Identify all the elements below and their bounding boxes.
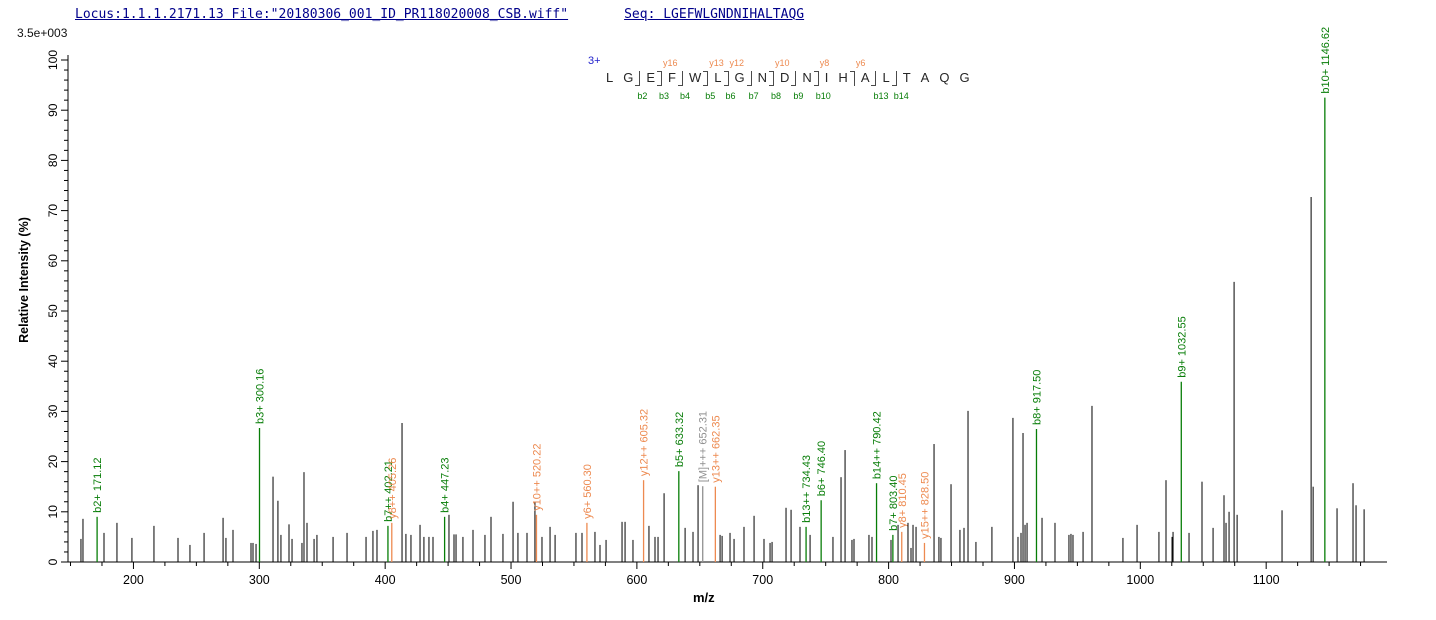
y-ion-map-label: y13 bbox=[709, 57, 724, 68]
b-ion-map-label: b9 bbox=[793, 90, 804, 101]
cleavage-divider: y16 b3 bbox=[657, 58, 678, 101]
x-tick-label: 1100 bbox=[1253, 573, 1280, 587]
b-ion-map-label: b3 bbox=[659, 90, 670, 101]
peak-label: [M]+++ 652.31 bbox=[698, 411, 710, 482]
y-ion-map-label: y10 bbox=[775, 57, 790, 68]
sequence-residue: Q bbox=[939, 70, 950, 85]
peak-label: b7+ 803.40 bbox=[888, 476, 900, 531]
b-ion-map-label: b4 bbox=[679, 90, 690, 101]
peak-label: b3+ 300.16 bbox=[255, 369, 267, 424]
y-axis-title: Relative Intensity (%) bbox=[17, 217, 31, 343]
peak-label: b7++ 402.21 bbox=[383, 460, 395, 522]
peak-label: y15++ 828.50 bbox=[919, 472, 931, 539]
y-tick-label: 100 bbox=[46, 50, 60, 70]
cleavage-divider: b9 bbox=[791, 70, 803, 101]
y-tick-label: 60 bbox=[46, 254, 60, 268]
y-tick-label: 20 bbox=[46, 455, 60, 469]
cleavage-divider: b13 bbox=[871, 70, 889, 101]
sequence-residue: D bbox=[780, 70, 790, 85]
b-ion-map-label: b7 bbox=[748, 90, 759, 101]
y-tick-label: 90 bbox=[46, 103, 60, 117]
y-ion-map-label: y8 bbox=[819, 57, 830, 68]
sequence-residue: I bbox=[824, 70, 829, 85]
intensity-scale-note: 3.5e+003 bbox=[17, 26, 68, 40]
peak-label: b8+ 917.50 bbox=[1031, 370, 1043, 425]
header-locus-file: Locus:1.1.1.2171.13 File:"20180306_001_I… bbox=[75, 7, 569, 22]
sequence-residue: G bbox=[734, 70, 745, 85]
x-tick-label: 600 bbox=[626, 573, 647, 587]
peak-label: b9+ 1032.55 bbox=[1176, 316, 1188, 377]
cleavage-divider: b2 bbox=[635, 70, 647, 101]
x-tick-label: 200 bbox=[123, 573, 144, 587]
x-tick-label: 900 bbox=[1004, 573, 1025, 587]
b-ion-map-label: b14 bbox=[893, 90, 909, 101]
peak-label: b10+ 1146.62 bbox=[1320, 27, 1332, 94]
y-tick-label: 40 bbox=[46, 354, 60, 368]
b-ion-map-label: b2 bbox=[637, 90, 648, 101]
x-axis-title: m/z bbox=[693, 590, 715, 605]
cleavage-divider: b14 bbox=[891, 70, 909, 101]
sequence-residue: G bbox=[623, 70, 634, 85]
header-sequence: Seq: LGEFWLGNDNIHALTAQG bbox=[624, 7, 805, 22]
sequence-residue: N bbox=[757, 70, 768, 85]
sequence-residue: E bbox=[646, 70, 656, 85]
peak-label: b6+ 746.40 bbox=[816, 441, 828, 496]
peak-label: b4+ 447.23 bbox=[440, 457, 452, 512]
peak-label: y13++ 662.35 bbox=[710, 415, 722, 482]
peak-label: y6+ 560.30 bbox=[582, 464, 594, 519]
peak-label: b14++ 790.42 bbox=[872, 411, 884, 479]
y-ion-map-label: y6 bbox=[855, 57, 866, 68]
sequence-residue: A bbox=[860, 70, 870, 85]
sequence-residue: T bbox=[902, 70, 911, 85]
peak-label: b5+ 633.32 bbox=[674, 412, 686, 467]
y-tick-label: 0 bbox=[46, 558, 60, 565]
sequence-residue: H bbox=[838, 70, 848, 85]
sequence-residue: L bbox=[882, 70, 890, 85]
sequence-residue: N bbox=[802, 70, 812, 85]
y-tick-label: 30 bbox=[46, 404, 60, 418]
cleavage-divider: y12 b6 bbox=[723, 58, 744, 101]
cleavage-divider: y6 bbox=[849, 58, 865, 86]
peak-label: y8++ 405.26 bbox=[387, 458, 399, 519]
cleavage-divider: y10 b8 bbox=[769, 58, 790, 101]
y-tick-label: 50 bbox=[46, 304, 60, 318]
y-tick-label: 10 bbox=[46, 505, 60, 519]
x-tick-label: 1000 bbox=[1126, 573, 1154, 587]
b-ion-map-label: b10 bbox=[815, 90, 831, 101]
sequence-residue: W bbox=[688, 70, 702, 85]
y-ion-map-label: y12 bbox=[729, 57, 745, 68]
cleavage-divider: b4 bbox=[677, 70, 690, 101]
x-tick-label: 400 bbox=[375, 573, 396, 587]
peak-label: y8+ 810.45 bbox=[897, 473, 909, 528]
sequence-residue: G bbox=[959, 70, 970, 85]
cleavage-divider: y13 b5 bbox=[703, 58, 724, 101]
sequence-residue: F bbox=[668, 70, 676, 85]
peak-label: y12++ 605.32 bbox=[639, 409, 651, 476]
y-tick-label: 80 bbox=[46, 153, 60, 167]
peak-label: y10++ 520.22 bbox=[531, 444, 543, 511]
x-tick-label: 500 bbox=[501, 573, 522, 587]
b-ion-map-label: b13 bbox=[873, 90, 889, 101]
b-ion-map-label: b5 bbox=[705, 90, 716, 101]
sequence-residue: L bbox=[714, 70, 722, 85]
peak-label: b2+ 171.12 bbox=[92, 457, 104, 512]
b-ion-map-label: b8 bbox=[771, 90, 782, 101]
precursor-charge-label: 3+ bbox=[588, 55, 601, 67]
y-ion-map-label: y16 bbox=[663, 57, 678, 68]
peak-label: b13++ 734.43 bbox=[801, 455, 813, 523]
b-ion-map-label: b6 bbox=[725, 90, 736, 101]
header-line: Locus:1.1.1.2171.13 File:"20180306_001_I… bbox=[75, 7, 804, 22]
x-tick-label: 800 bbox=[878, 573, 899, 587]
x-tick-label: 700 bbox=[752, 573, 773, 587]
sequence-residue: L bbox=[606, 70, 614, 85]
cleavage-divider: y8 b10 bbox=[813, 58, 831, 101]
cleavage-divider: b7 bbox=[746, 70, 759, 101]
y-tick-label: 70 bbox=[46, 204, 60, 218]
x-tick-label: 300 bbox=[249, 573, 270, 587]
sequence-residue: A bbox=[920, 70, 930, 85]
